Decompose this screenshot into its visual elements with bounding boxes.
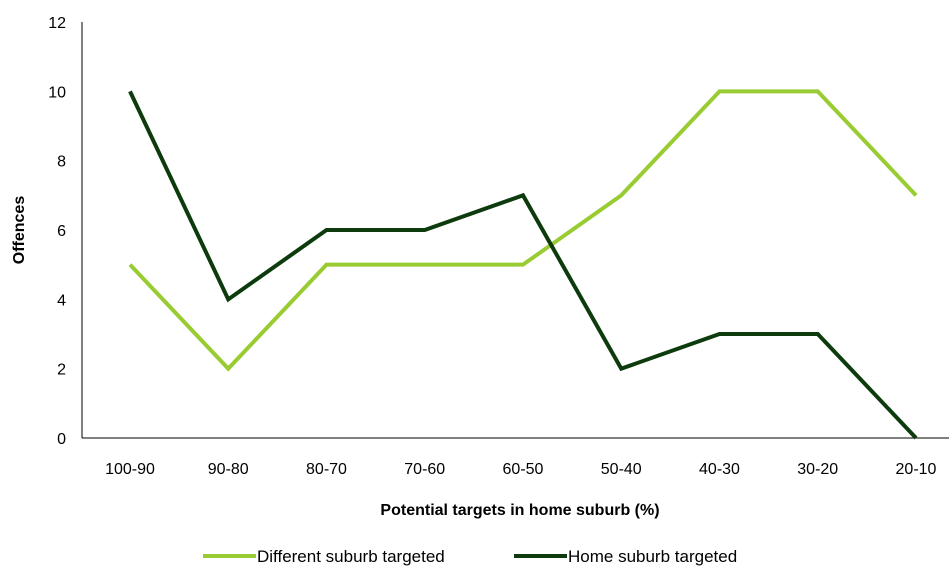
x-tick-label: 60-50	[503, 461, 544, 478]
series-line-1	[128, 89, 918, 372]
y-tick-label: 2	[57, 362, 66, 379]
x-axis-ticks: 100-90 90-80 80-70 70-60 60-50 50-40 40-30 30-2…	[105, 461, 936, 478]
y-axis-ticks: 0 2 4 6 8 10 12	[48, 15, 66, 448]
y-tick-label: 0	[57, 431, 66, 448]
x-tick-label: 70-60	[404, 461, 445, 478]
y-tick-label: 4	[57, 292, 66, 309]
x-axis-title: Potential targets in home suburb (%)	[380, 502, 659, 519]
legend-label-1: Different suburb targeted	[257, 547, 445, 566]
series-layer	[128, 89, 918, 440]
y-tick-label: 12	[48, 15, 66, 32]
x-tick-label: 90-80	[208, 461, 249, 478]
legend: Different suburb targeted Home suburb tar…	[203, 547, 737, 566]
x-tick-label: 50-40	[601, 461, 642, 478]
y-tick-label: 10	[48, 84, 66, 101]
legend-label-2: Home suburb targeted	[568, 547, 737, 566]
x-tick-label: 80-70	[306, 461, 347, 478]
x-tick-label: 100-90	[105, 461, 155, 478]
y-tick-label: 8	[57, 154, 66, 171]
x-tick-label: 20-10	[896, 461, 937, 478]
x-tick-label: 40-30	[699, 461, 740, 478]
series-line-2	[128, 90, 918, 440]
x-tick-label: 30-20	[797, 461, 838, 478]
y-axis-title: Offences	[11, 196, 28, 265]
y-tick-label: 6	[57, 223, 66, 240]
